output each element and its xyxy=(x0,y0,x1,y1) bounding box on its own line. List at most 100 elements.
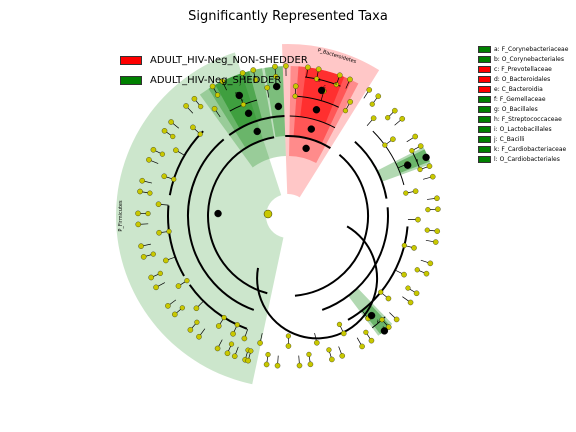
label-clade-g: g xyxy=(235,91,238,96)
leaf-node-26 xyxy=(434,228,440,234)
leaf-node-30 xyxy=(412,188,419,194)
biomarker-legend-label: i: O_Lactobacillales xyxy=(494,125,552,133)
leaf-node-79 xyxy=(165,303,171,309)
leaf-node-43 xyxy=(347,76,353,83)
leaf-node-83 xyxy=(196,333,202,340)
tree-arc-1 xyxy=(207,136,275,295)
leaf-node-74 xyxy=(140,254,147,260)
inner-node-30 xyxy=(403,190,409,196)
biomarker-legend-swatch xyxy=(478,125,491,133)
label-clade-i: i xyxy=(276,84,277,90)
tree-arc-3 xyxy=(294,153,369,297)
inner-node-0 xyxy=(234,322,240,328)
label-clade-d: d xyxy=(318,78,321,84)
tree-arc-2 xyxy=(285,135,331,150)
inner-node-72 xyxy=(166,228,172,235)
leaf-node-17 xyxy=(393,316,400,323)
leaf-node-65 xyxy=(146,157,152,163)
biomarker-legend-item: a: F_Corynebacteriaceae xyxy=(478,44,568,54)
inner-node-38 xyxy=(385,115,391,121)
sector-b-corynebacteriales xyxy=(377,146,431,182)
tree-arc-16 xyxy=(347,226,409,321)
leaf-node-69 xyxy=(155,201,162,207)
leaf-node-42 xyxy=(347,99,353,105)
inner-node-22 xyxy=(414,267,420,273)
biomarker-legend-label: f: F_Gemellaceae xyxy=(494,95,546,103)
leaf-node-29 xyxy=(434,195,440,201)
biomarker-legend-swatch xyxy=(478,55,491,63)
label-clade-j: j xyxy=(238,80,240,86)
group-legend: ADULT_HIV-Neg_NON-SHEDDER ADULT_HIV-Neg_… xyxy=(120,50,308,90)
leaf-node-23 xyxy=(427,260,434,267)
inner-node-20 xyxy=(405,285,411,291)
tree-arc-19 xyxy=(371,316,386,329)
leaf-node-9 xyxy=(314,340,320,346)
leaf-node-64 xyxy=(150,147,157,153)
inner-node-64 xyxy=(159,151,165,157)
node-phylum-bacteroidetes xyxy=(302,144,310,153)
biomarker-legend-label: j: C_Bacilli xyxy=(494,135,525,143)
leaf-node-4 xyxy=(263,361,270,368)
leaf-node-44 xyxy=(337,72,343,78)
leaf-node-76 xyxy=(148,274,154,281)
leaf-node-39 xyxy=(370,115,377,121)
leaf-node-72 xyxy=(156,229,162,236)
sector-l-cardiobacteriales xyxy=(348,287,393,336)
leaf-node-28 xyxy=(435,206,441,212)
leaf-node-59 xyxy=(183,103,189,109)
tree-arc-8 xyxy=(354,140,388,199)
sector-a-corynebacteriaceae xyxy=(395,149,430,173)
inner-node-74 xyxy=(150,251,156,257)
inner-node-44 xyxy=(333,82,339,88)
node-g-bacillales xyxy=(244,109,253,118)
biomarker-legend-item: j: C_Bacilli xyxy=(478,134,568,144)
leaf-node-18 xyxy=(385,295,392,302)
biomarker-legend-label: a: F_Corynebacteriaceae xyxy=(494,45,569,53)
leaf-node-8 xyxy=(307,361,314,368)
leaf-node-3 xyxy=(257,340,263,346)
sector-p-bacteroidetes xyxy=(281,44,380,198)
node-l-cardiobacteriales xyxy=(367,311,376,320)
biomarker-legend-swatch xyxy=(478,135,491,143)
legend-item-non-shedder: ADULT_HIV-Neg_NON-SHEDDER xyxy=(120,50,308,70)
inner-node-10 xyxy=(326,347,332,353)
tree-arc-17 xyxy=(305,76,341,87)
leaf-node-11 xyxy=(339,353,345,359)
sector-j-bacilli xyxy=(199,66,286,168)
leaf-node-63 xyxy=(173,147,179,153)
leaf-node-47 xyxy=(305,64,311,71)
biomarker-legend-swatch xyxy=(478,155,491,163)
leaf-node-84 xyxy=(215,323,222,329)
legend-label-shedder: ADULT_HIV-Neg_SHEDDER xyxy=(150,74,282,86)
sector-p-firmicutes xyxy=(115,52,284,385)
leaf-node-27 xyxy=(415,216,421,223)
inner-node-36 xyxy=(382,142,388,148)
leaf-node-87 xyxy=(241,335,248,342)
leaf-node-67 xyxy=(139,177,145,184)
inner-node-78 xyxy=(184,278,190,284)
biomarker-legend-label: d: O_Bacteroidales xyxy=(494,75,551,83)
leaf-node-36 xyxy=(390,136,396,142)
leaf-node-51 xyxy=(264,84,270,91)
inner-node-14 xyxy=(363,329,369,335)
leaf-node-38 xyxy=(392,107,398,114)
biomarker-legend: a: F_Corynebacteriaceae b: O_Corynebacter… xyxy=(478,44,568,164)
leaf-node-13 xyxy=(359,343,365,350)
tree-arc-9 xyxy=(321,207,389,311)
leaf-node-40 xyxy=(375,93,382,99)
leaf-node-46 xyxy=(315,66,322,72)
leaf-node-20 xyxy=(413,290,420,297)
leaf-node-61 xyxy=(168,119,174,125)
legend-swatch-shedder xyxy=(120,75,142,85)
leaf-node-14 xyxy=(368,337,375,344)
inner-node-46 xyxy=(314,76,320,82)
label-clade-c: c xyxy=(323,85,326,90)
tree-arc-5 xyxy=(234,117,271,132)
leaf-node-88 xyxy=(245,357,251,364)
leaf-node-41 xyxy=(366,87,373,93)
tree-arc-6 xyxy=(187,138,255,311)
inner-node-70 xyxy=(145,211,151,217)
leaf-node-50 xyxy=(272,63,278,70)
leaf-node-24 xyxy=(411,245,417,251)
biomarker-legend-swatch xyxy=(478,85,491,93)
